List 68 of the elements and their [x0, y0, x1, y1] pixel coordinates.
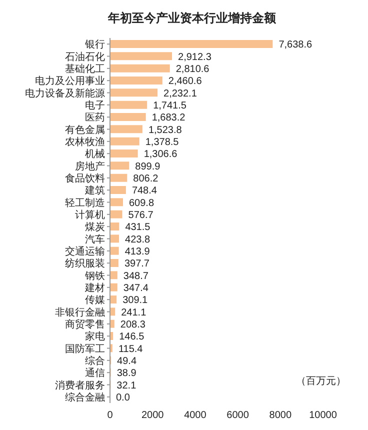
data-label: 49.4 — [117, 356, 137, 367]
y-tick-label: 煤炭 — [85, 221, 105, 234]
data-label: 1,523.8 — [148, 124, 182, 136]
x-tick-label: 0 — [107, 410, 114, 422]
data-label: 806.2 — [133, 173, 159, 184]
data-label: 347.4 — [123, 282, 149, 294]
data-label: 2,232.1 — [164, 88, 198, 100]
y-tick-label: 交通运输 — [65, 245, 105, 258]
y-tick-label: 轻工制造 — [65, 196, 105, 209]
y-tick-label: 银行 — [84, 40, 105, 51]
data-label: 146.5 — [119, 332, 145, 343]
y-tick-label: 电子 — [85, 99, 105, 112]
y-tick-label: 机械 — [85, 148, 105, 160]
data-label: 899.9 — [135, 161, 161, 172]
y-tick-label: 通信 — [85, 367, 105, 380]
chart-title: 年初至今产业资本行业增持金额 — [108, 10, 276, 27]
y-tick-label: 非银行金融 — [55, 306, 105, 318]
data-label: 1,306.6 — [144, 149, 178, 160]
y-tick-label: 传媒 — [85, 295, 105, 306]
data-label: 0.0 — [116, 392, 130, 404]
data-label: 413.9 — [124, 246, 150, 258]
data-label: 241.1 — [121, 307, 147, 318]
y-tick-label: 综合 — [85, 354, 105, 367]
data-label: 1,378.5 — [145, 136, 180, 148]
y-tick-label: 建筑 — [84, 184, 105, 197]
data-label: 2,460.6 — [168, 76, 202, 88]
data-label: 115.4 — [118, 344, 144, 355]
y-tick-label: 综合金融 — [65, 391, 105, 404]
data-label: 431.5 — [125, 222, 151, 234]
data-label: 32.1 — [116, 380, 137, 392]
y-tick-label: 医药 — [85, 112, 105, 124]
data-label: 423.8 — [125, 234, 150, 246]
x-tick-label: 10000 — [309, 410, 338, 422]
y-tick-label: 国防军工 — [65, 342, 105, 355]
data-label: 309.1 — [122, 295, 148, 306]
y-tick-label: 有色金属 — [65, 124, 105, 136]
data-label: 397.7 — [124, 258, 150, 270]
data-label: 7,638.6 — [278, 40, 313, 51]
y-tick-label: 汽车 — [85, 233, 105, 246]
x-tick-label: 8000 — [269, 410, 292, 422]
y-tick-label: 基础化工 — [65, 62, 105, 75]
y-tick-label: 纺织服装 — [65, 258, 105, 270]
data-label: 2,810.6 — [176, 64, 210, 75]
x-tick-label: 6000 — [226, 410, 250, 422]
x-tick-label: 4000 — [184, 410, 207, 422]
annotation: （百万元） — [296, 375, 346, 388]
y-tick-label: 计算机 — [75, 208, 105, 221]
data-label: 2,912.3 — [178, 52, 212, 63]
data-label: 1,741.5 — [153, 100, 187, 112]
y-tick-label: 消费者服务 — [55, 379, 105, 392]
data-label: 576.7 — [128, 210, 154, 221]
y-tick-label: 家电 — [85, 330, 105, 343]
y-tick-label: 钢铁 — [84, 270, 105, 282]
data-label: 1,683.2 — [152, 112, 186, 124]
data-label: 609.8 — [128, 198, 154, 209]
data-label: 748.4 — [132, 186, 158, 197]
y-tick-label: 房地产 — [75, 160, 105, 172]
y-tick-label: 电力及公用事业 — [35, 75, 105, 88]
y-tick-label: 商贸零售 — [65, 318, 105, 330]
data-label: 208.3 — [120, 319, 146, 330]
y-tick-label: 电力设备及新能源 — [25, 87, 105, 100]
y-tick-label: 食品饮料 — [65, 172, 105, 184]
data-label: 348.7 — [123, 270, 149, 282]
y-tick-label: 石油石化 — [65, 50, 105, 63]
y-tick-label: 建材 — [84, 282, 105, 294]
x-tick-label: 2000 — [141, 410, 164, 422]
y-tick-label: 农林牧渔 — [65, 136, 105, 148]
data-label: 38.9 — [116, 368, 137, 380]
